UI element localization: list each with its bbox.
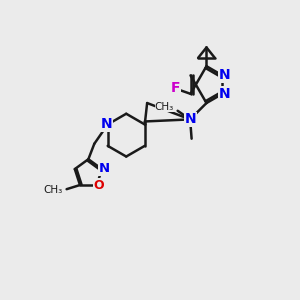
Text: N: N bbox=[219, 87, 231, 101]
Text: N: N bbox=[184, 112, 196, 126]
Text: N: N bbox=[100, 117, 112, 131]
Text: N: N bbox=[98, 162, 110, 175]
Text: O: O bbox=[94, 179, 104, 192]
Text: N: N bbox=[219, 68, 231, 83]
Text: CH₃: CH₃ bbox=[154, 102, 174, 112]
Text: F: F bbox=[170, 82, 180, 95]
Text: CH₃: CH₃ bbox=[43, 185, 62, 195]
